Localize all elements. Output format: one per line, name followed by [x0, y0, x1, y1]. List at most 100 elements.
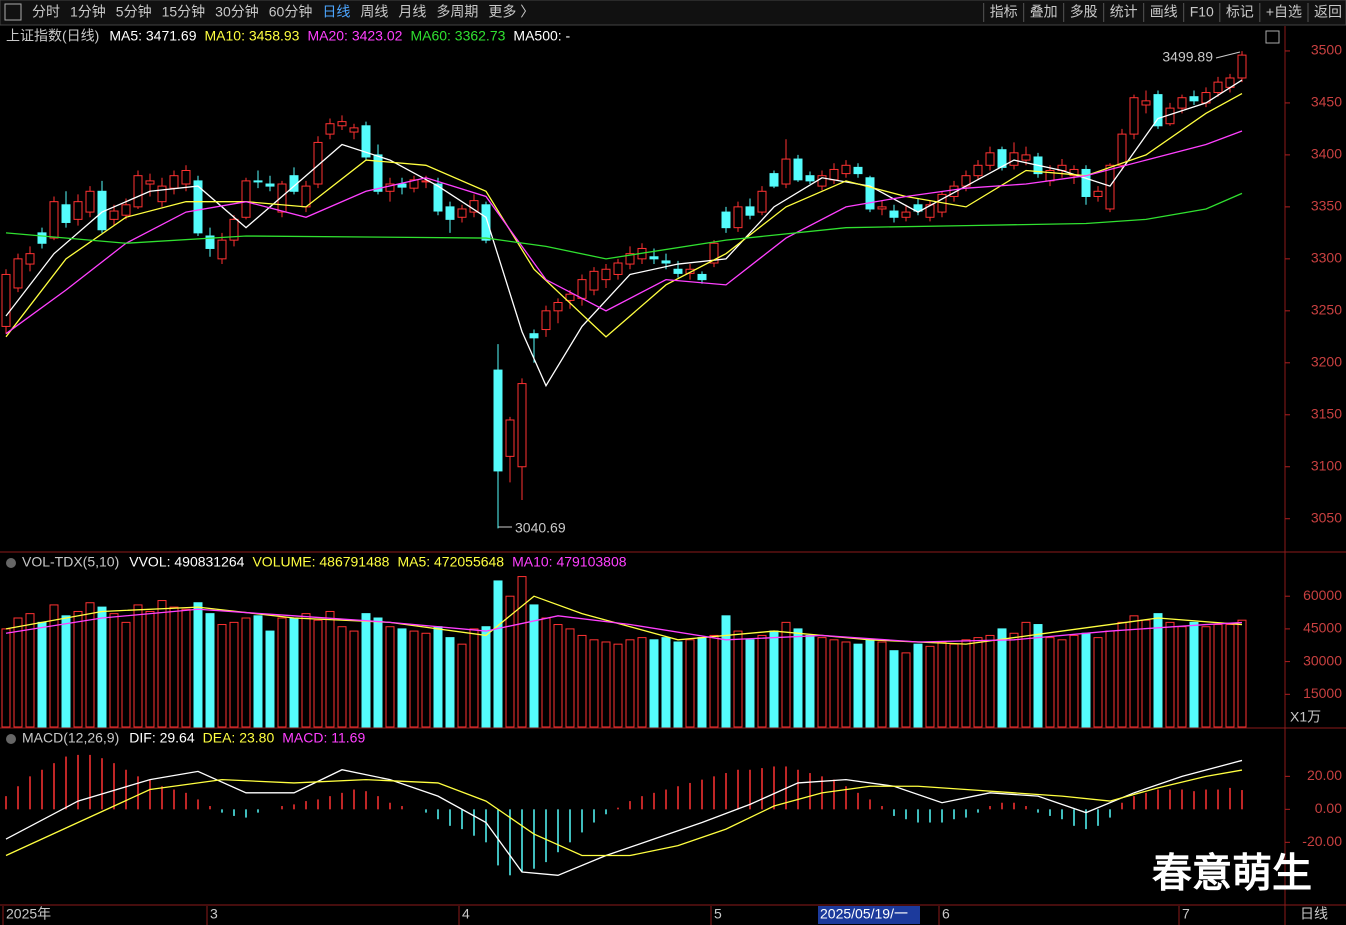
- volume-bar: [133, 604, 143, 728]
- toolbar-tab[interactable]: 分时: [32, 4, 60, 20]
- toolbar-tab[interactable]: 多周期: [436, 4, 478, 20]
- line: [5, 595, 1243, 645]
- toolbar-button[interactable]: 返回: [1314, 4, 1342, 20]
- candle-body: [661, 260, 671, 264]
- candle-body: [781, 158, 791, 185]
- candle-body: [385, 183, 395, 192]
- volume-bar: [457, 643, 467, 728]
- candle-body: [745, 206, 755, 216]
- panel-icon[interactable]: [6, 558, 16, 568]
- volume-bar: [1129, 615, 1139, 728]
- candle-body: [229, 218, 239, 241]
- volume-bar: [229, 621, 239, 728]
- volume-bar: [733, 630, 743, 728]
- candle-body: [241, 180, 251, 218]
- candle-body: [121, 204, 131, 216]
- toolbar-tab[interactable]: 更多 〉: [488, 4, 534, 20]
- toolbar-tab[interactable]: 日线: [322, 4, 350, 20]
- toolbar-tab[interactable]: 15分钟: [162, 4, 206, 20]
- toolbar-tab[interactable]: 周线: [360, 4, 388, 20]
- panel-icon[interactable]: [6, 734, 16, 744]
- candle-body: [1177, 97, 1187, 109]
- volume-bar: [493, 580, 503, 728]
- candle-body: [13, 258, 23, 289]
- candle-body: [325, 123, 335, 135]
- x-tick-label: 6: [942, 906, 950, 922]
- volume-bar: [409, 630, 419, 728]
- watermark: 春意萌生: [1152, 852, 1312, 896]
- toolbar-tab[interactable]: 1分钟: [70, 4, 106, 20]
- volume-bar: [205, 613, 215, 728]
- candle-body: [901, 211, 911, 218]
- toolbar-button[interactable]: 统计: [1110, 4, 1138, 20]
- volume-bar: [313, 619, 323, 728]
- volume-bar: [985, 634, 995, 728]
- volume-bar: [25, 613, 35, 728]
- volume-bar: [1177, 626, 1187, 728]
- legend-item: VVOL: 490831264: [129, 554, 244, 570]
- legend-item: MA10: 479103808: [512, 554, 627, 570]
- volume-bar: [301, 613, 311, 728]
- toolbar-button[interactable]: 叠加: [1030, 4, 1058, 20]
- volume-bar: [589, 639, 599, 728]
- panel-title: MACD(12,26,9): [22, 730, 119, 746]
- candle-body: [709, 242, 719, 264]
- toolbar-button[interactable]: 画线: [1150, 4, 1178, 20]
- candle-body: [565, 293, 575, 301]
- candle-body: [877, 206, 887, 210]
- volume-bar: [865, 639, 875, 728]
- candle-body: [193, 180, 203, 234]
- candle-body: [301, 185, 311, 208]
- toolbar-button[interactable]: F10: [1190, 4, 1214, 20]
- high-label: 3499.89: [1162, 49, 1213, 65]
- volume-bar: [817, 637, 827, 728]
- candle-body: [1009, 152, 1019, 166]
- volume-bar: [289, 617, 299, 728]
- volume-bar: [169, 606, 179, 728]
- candle-body: [841, 164, 851, 175]
- candle-body: [133, 175, 143, 208]
- toolbar-tab[interactable]: 30分钟: [215, 4, 259, 20]
- volume-bar: [61, 615, 71, 728]
- toolbar-tab[interactable]: 5分钟: [116, 4, 152, 20]
- toolbar-button[interactable]: +自选: [1266, 4, 1302, 20]
- window-icon[interactable]: [1265, 30, 1280, 44]
- y-tick-label: 3150: [1311, 405, 1342, 421]
- candle-body: [73, 201, 83, 220]
- legend-item: MA5: 472055648: [397, 554, 504, 570]
- volume-bar: [1033, 624, 1043, 728]
- candle-body: [145, 180, 155, 185]
- menu-icon[interactable]: [4, 3, 22, 21]
- volume-bar: [1093, 637, 1103, 728]
- volume-bar: [253, 615, 263, 728]
- toolbar-tab[interactable]: 60分钟: [269, 4, 313, 20]
- toolbar-button[interactable]: 标记: [1226, 4, 1254, 20]
- candle-body: [373, 154, 383, 192]
- volume-bar: [1105, 630, 1115, 728]
- volume-bar: [805, 634, 815, 728]
- volume-bar: [853, 643, 863, 728]
- candle-body: [541, 310, 551, 331]
- toolbar-button[interactable]: 多股: [1070, 4, 1098, 20]
- cursor-label: 2025/05/19/一: [820, 906, 908, 922]
- volume-bar: [1081, 632, 1091, 728]
- x-tick-label: 4: [462, 906, 470, 922]
- candle-body: [457, 208, 467, 218]
- candle-body: [613, 262, 623, 275]
- toolbar-tab[interactable]: 月线: [398, 4, 426, 20]
- volume-bar: [637, 637, 647, 728]
- candle-body: [1213, 81, 1223, 94]
- candle-body: [601, 268, 611, 281]
- volume-bar: [1237, 619, 1247, 728]
- candle-body: [61, 204, 71, 223]
- volume-bar: [469, 628, 479, 728]
- volume-bar: [1141, 619, 1151, 728]
- candle-body: [805, 175, 815, 182]
- volume-bar: [709, 634, 719, 728]
- volume-bar: [361, 613, 371, 728]
- panel-title: VOL-TDX(5,10): [22, 554, 119, 570]
- candle-body: [361, 125, 371, 158]
- toolbar-button[interactable]: 指标: [990, 4, 1018, 20]
- candle-body: [829, 168, 839, 181]
- candle-body: [949, 185, 959, 197]
